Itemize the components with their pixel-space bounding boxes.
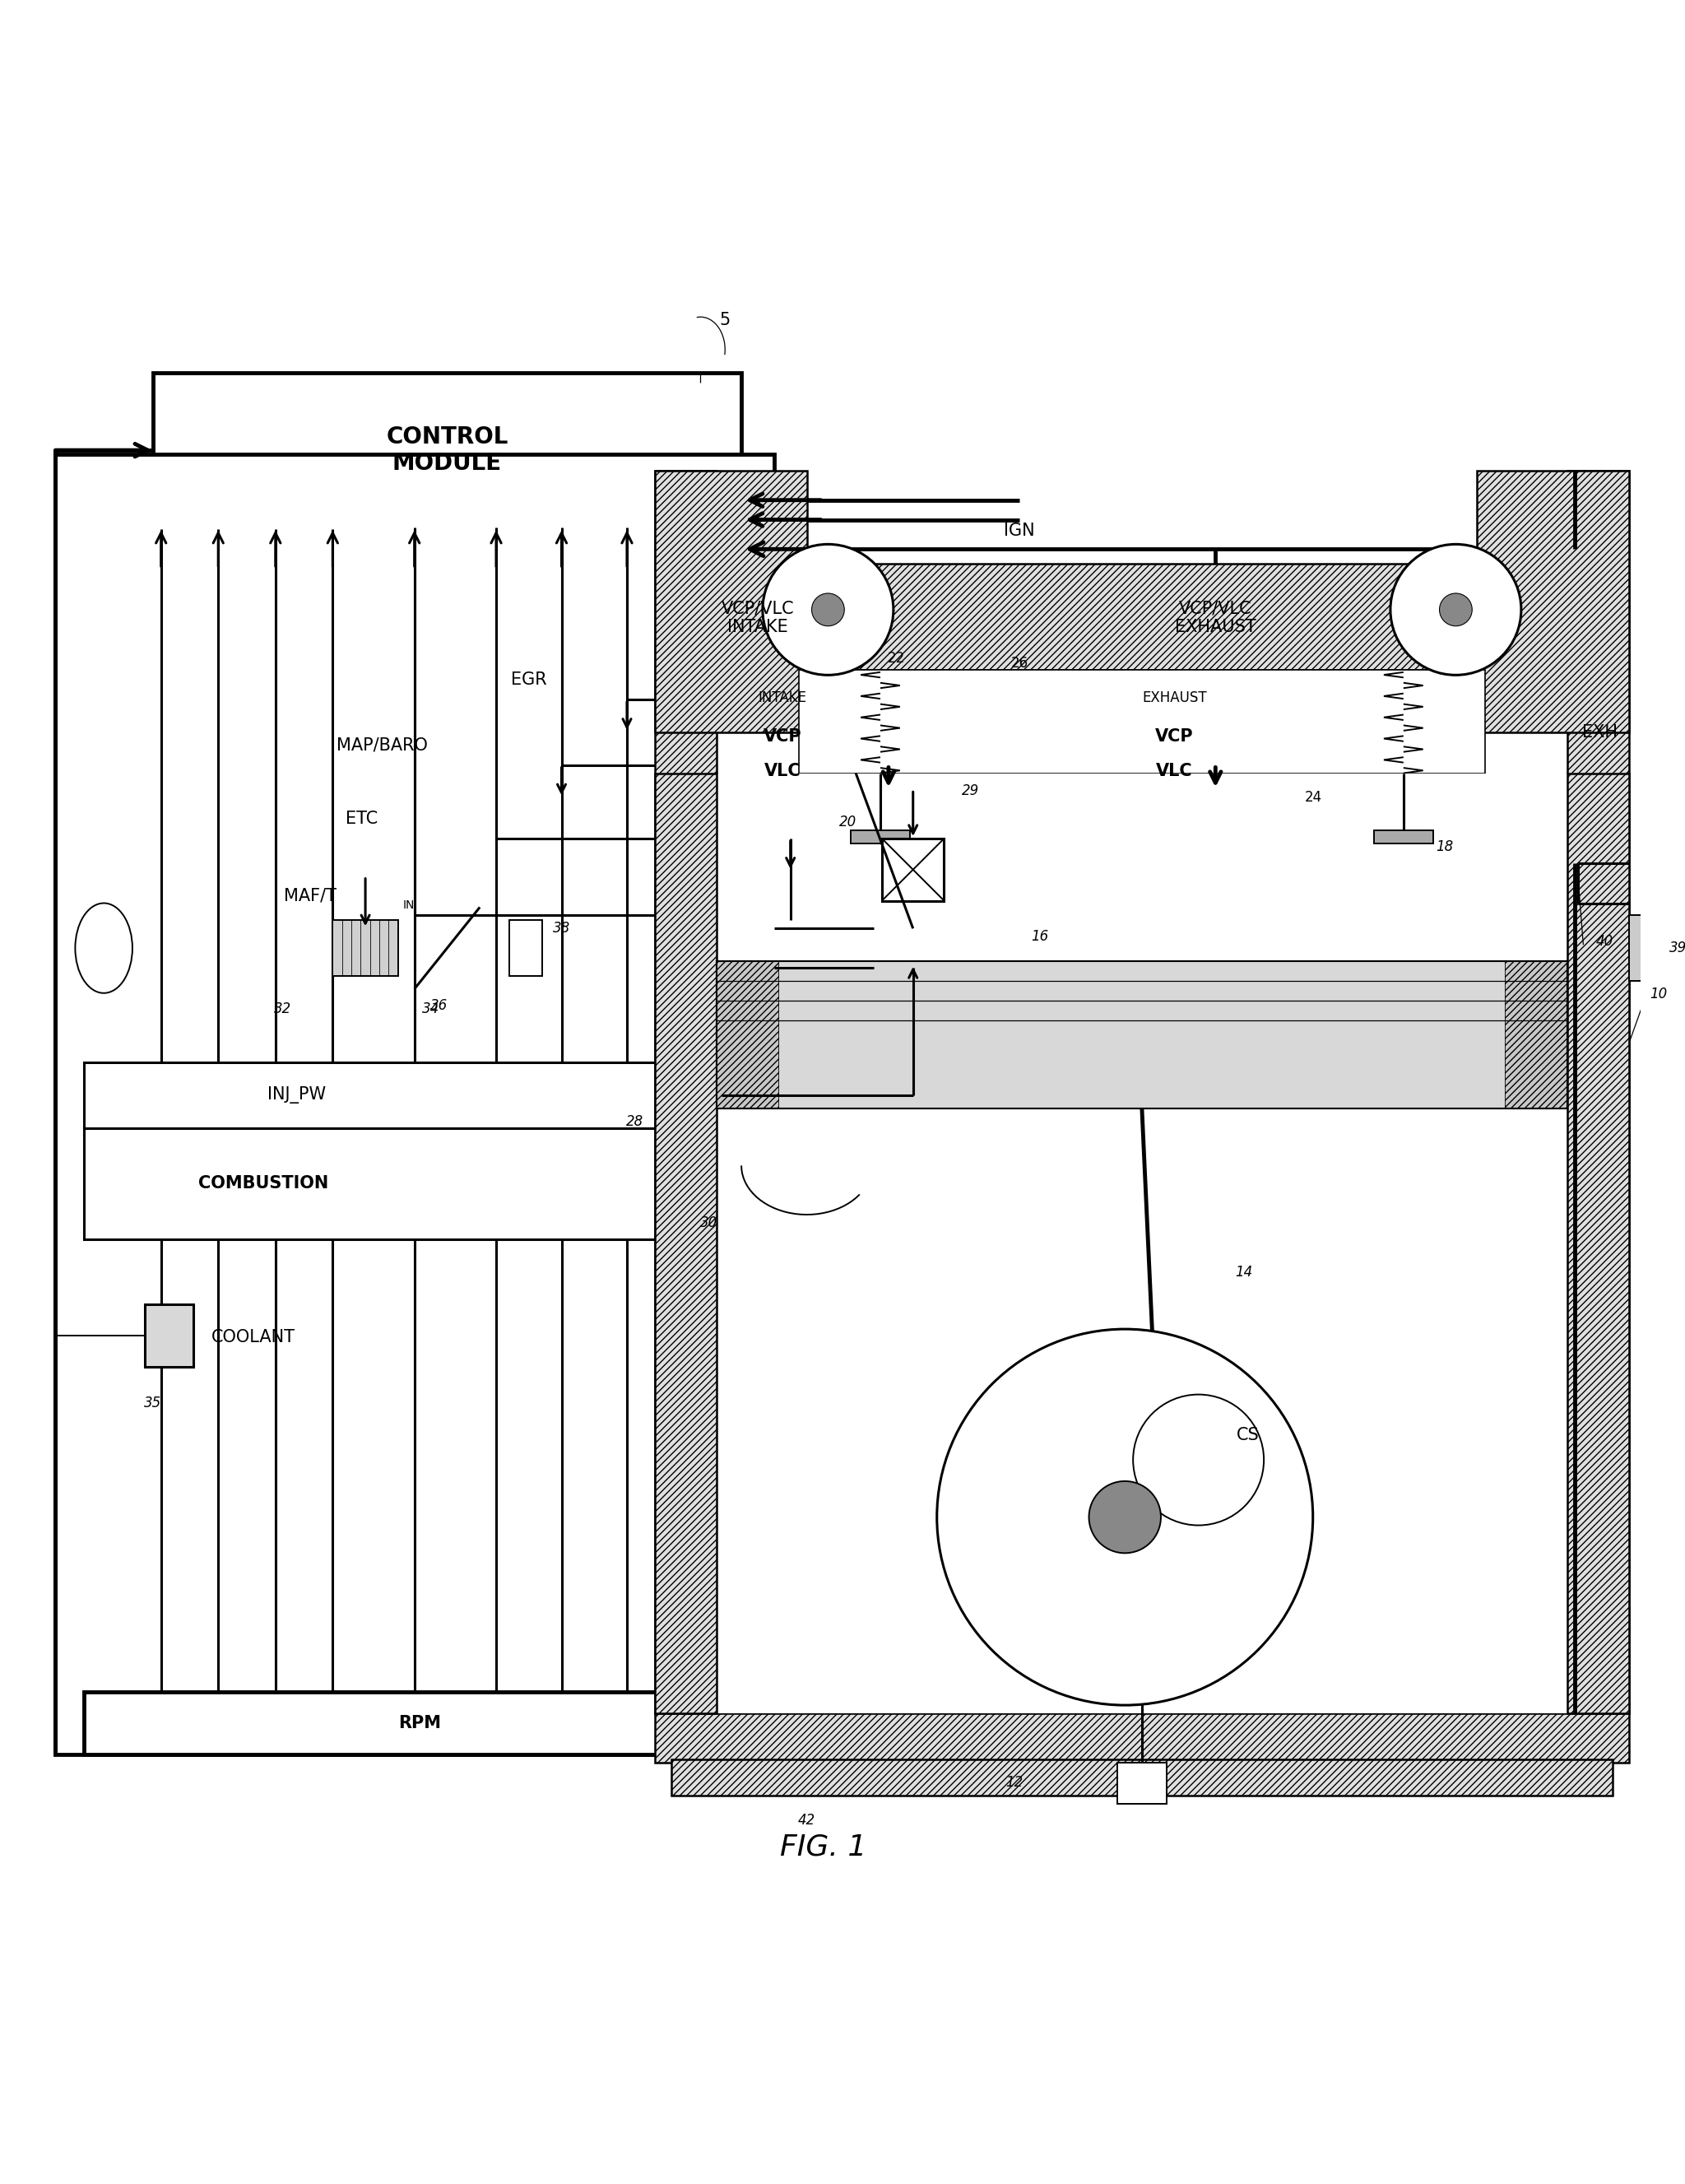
- Bar: [716, 773, 1567, 1712]
- Text: ETC: ETC: [345, 810, 377, 828]
- Bar: [1567, 773, 1629, 1712]
- Text: 34: 34: [421, 1000, 440, 1016]
- Text: VLC: VLC: [1156, 762, 1193, 780]
- Text: VCP: VCP: [763, 727, 802, 745]
- Bar: [1373, 830, 1432, 843]
- Bar: [655, 773, 716, 1712]
- Bar: [1629, 915, 1665, 981]
- Text: 5: 5: [719, 312, 731, 328]
- Bar: [655, 472, 807, 732]
- Text: 28: 28: [627, 1114, 644, 1129]
- Bar: [509, 919, 543, 976]
- Text: IN: IN: [403, 900, 415, 911]
- Bar: [693, 675, 873, 797]
- Bar: [54, 454, 773, 1754]
- Bar: [655, 472, 716, 1712]
- Bar: [153, 373, 741, 529]
- Text: 12: 12: [1006, 1776, 1023, 1791]
- Bar: [881, 839, 944, 900]
- Bar: [655, 1712, 1629, 1762]
- Ellipse shape: [76, 904, 133, 994]
- Text: COMBUSTION: COMBUSTION: [199, 1175, 329, 1192]
- Text: VCP: VCP: [1156, 727, 1193, 745]
- Text: 32: 32: [275, 1000, 292, 1016]
- Bar: [778, 961, 1505, 1107]
- Circle shape: [812, 594, 844, 627]
- Bar: [716, 961, 1567, 1107]
- Text: 14: 14: [1235, 1265, 1252, 1280]
- Text: VCP/VLC
EXHAUST: VCP/VLC EXHAUST: [1174, 601, 1255, 636]
- Text: 35: 35: [145, 1396, 162, 1411]
- Text: CONTROL
MODULE: CONTROL MODULE: [386, 426, 509, 476]
- Bar: [1117, 1762, 1166, 1804]
- Text: 42: 42: [799, 1813, 816, 1828]
- Bar: [1412, 670, 1478, 773]
- Text: 36: 36: [430, 998, 448, 1013]
- Bar: [84, 1693, 755, 1754]
- Text: EGR: EGR: [511, 673, 548, 688]
- Bar: [332, 919, 398, 976]
- Bar: [716, 961, 778, 1107]
- Bar: [851, 830, 910, 843]
- Bar: [799, 670, 1484, 773]
- Text: INTAKE: INTAKE: [758, 690, 807, 705]
- Bar: [145, 1304, 194, 1367]
- Circle shape: [1132, 1396, 1264, 1524]
- Bar: [1478, 472, 1629, 732]
- Bar: [1505, 961, 1567, 1107]
- Text: 26: 26: [1011, 655, 1028, 670]
- Bar: [1085, 675, 1264, 797]
- Bar: [807, 563, 1478, 670]
- Text: RPM: RPM: [398, 1714, 441, 1732]
- Text: 22: 22: [888, 651, 905, 666]
- Text: 38: 38: [553, 922, 570, 937]
- Text: 24: 24: [1304, 791, 1323, 806]
- Circle shape: [1390, 544, 1522, 675]
- Text: COOLANT: COOLANT: [212, 1330, 295, 1345]
- Text: MAF/T: MAF/T: [283, 887, 337, 904]
- Text: 20: 20: [839, 815, 856, 830]
- Text: 10: 10: [1650, 987, 1666, 1000]
- Circle shape: [937, 1330, 1313, 1706]
- Text: 30: 30: [699, 1216, 718, 1230]
- Bar: [84, 1064, 721, 1127]
- Text: EXH: EXH: [1582, 725, 1618, 740]
- Text: IGN: IGN: [1004, 522, 1035, 539]
- Text: VCP/VLC
INTAKE: VCP/VLC INTAKE: [721, 601, 794, 636]
- Circle shape: [1089, 1481, 1161, 1553]
- Text: VLC: VLC: [763, 762, 800, 780]
- Text: CS: CS: [1237, 1426, 1259, 1444]
- Text: 40: 40: [1596, 935, 1613, 950]
- Bar: [1567, 472, 1629, 1712]
- Text: 39: 39: [1670, 941, 1685, 957]
- Text: EXHAUST: EXHAUST: [1142, 690, 1206, 705]
- Text: FIG. 1: FIG. 1: [780, 1832, 866, 1861]
- Bar: [84, 1127, 721, 1238]
- Text: 29: 29: [962, 784, 979, 799]
- Text: 18: 18: [1436, 839, 1452, 854]
- Text: INJ_PW: INJ_PW: [268, 1088, 325, 1103]
- Bar: [716, 961, 1567, 1107]
- Bar: [807, 670, 873, 773]
- Circle shape: [1439, 594, 1473, 627]
- Bar: [671, 1760, 1613, 1795]
- Text: 16: 16: [1031, 928, 1048, 943]
- Text: MAP/BARO: MAP/BARO: [335, 738, 428, 753]
- Circle shape: [763, 544, 893, 675]
